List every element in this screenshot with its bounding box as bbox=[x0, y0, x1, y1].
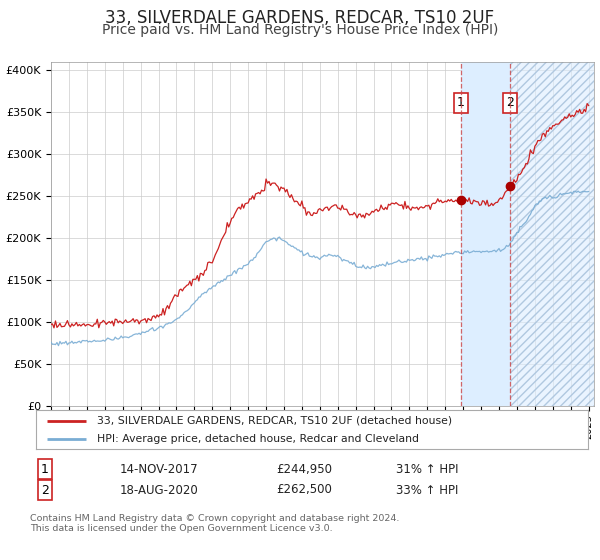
Text: 33, SILVERDALE GARDENS, REDCAR, TS10 2UF: 33, SILVERDALE GARDENS, REDCAR, TS10 2UF bbox=[106, 9, 494, 27]
Text: 33% ↑ HPI: 33% ↑ HPI bbox=[396, 483, 458, 497]
Text: 18-AUG-2020: 18-AUG-2020 bbox=[120, 483, 199, 497]
Text: 1: 1 bbox=[457, 96, 465, 109]
Text: £262,500: £262,500 bbox=[276, 483, 332, 497]
Bar bbox=[461, 62, 511, 406]
Text: £244,950: £244,950 bbox=[276, 463, 332, 476]
Bar bbox=[511, 62, 594, 406]
Text: Price paid vs. HM Land Registry's House Price Index (HPI): Price paid vs. HM Land Registry's House … bbox=[102, 24, 498, 37]
Text: Contains HM Land Registry data © Crown copyright and database right 2024.
This d: Contains HM Land Registry data © Crown c… bbox=[30, 514, 400, 533]
Text: HPI: Average price, detached house, Redcar and Cleveland: HPI: Average price, detached house, Redc… bbox=[97, 435, 419, 444]
Text: 31% ↑ HPI: 31% ↑ HPI bbox=[396, 463, 458, 476]
Text: 33, SILVERDALE GARDENS, REDCAR, TS10 2UF (detached house): 33, SILVERDALE GARDENS, REDCAR, TS10 2UF… bbox=[97, 416, 452, 426]
Text: 2: 2 bbox=[506, 96, 514, 109]
Text: 2: 2 bbox=[41, 483, 49, 497]
Text: 14-NOV-2017: 14-NOV-2017 bbox=[120, 463, 199, 476]
Bar bbox=[511, 62, 594, 406]
Text: 1: 1 bbox=[41, 463, 49, 476]
